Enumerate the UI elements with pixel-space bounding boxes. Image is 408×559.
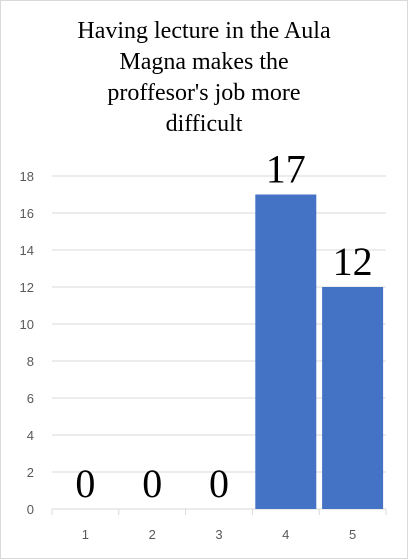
y-tick-label: 8	[27, 354, 34, 369]
data-label: 0	[75, 461, 95, 506]
data-label: 17	[266, 147, 306, 192]
y-tick-label: 4	[27, 428, 34, 443]
x-tick-label: 1	[82, 527, 89, 542]
y-tick-label: 10	[20, 317, 34, 332]
chart-title-line: proffesor's job more	[107, 80, 301, 106]
chart-title-line: Having lecture in the Aula	[77, 18, 331, 44]
y-tick-label: 12	[20, 280, 34, 295]
y-tick-label: 14	[20, 243, 34, 258]
chart-title: Having lecture in the Aula Magna makes t…	[10, 16, 398, 140]
x-tick-label: 5	[349, 527, 356, 542]
x-tick-label: 2	[149, 527, 156, 542]
bar	[322, 287, 384, 509]
bar	[255, 194, 317, 509]
data-label: 0	[142, 461, 162, 506]
data-label: 12	[333, 239, 373, 284]
data-label: 0	[209, 461, 229, 506]
y-tick-label: 6	[27, 391, 34, 406]
chart-title-line: Magna makes the	[119, 49, 289, 75]
x-tick-label: 3	[215, 527, 222, 542]
x-tick-label: 4	[282, 527, 289, 542]
y-tick-label: 2	[27, 465, 34, 480]
chart-title-line: difficult	[165, 111, 243, 137]
y-tick-label: 16	[20, 206, 34, 221]
y-tick-label: 18	[20, 169, 34, 184]
y-tick-label: 0	[27, 502, 34, 517]
